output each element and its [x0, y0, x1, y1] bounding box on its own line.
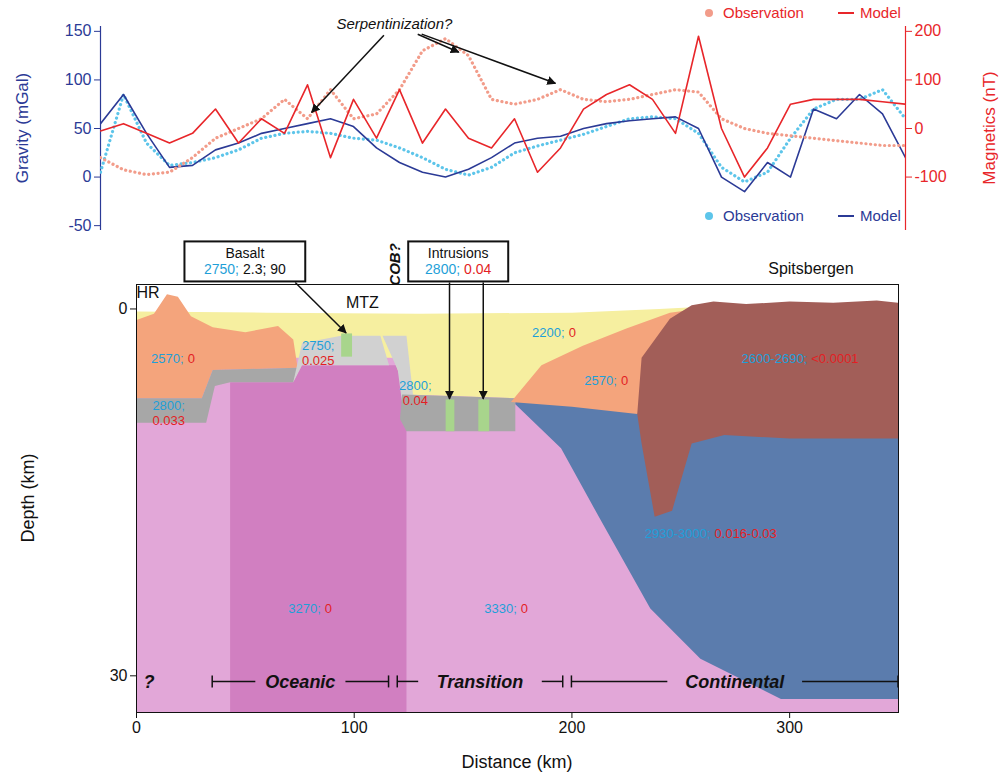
svg-text:Distance (km): Distance (km) [461, 752, 572, 772]
svg-text:2930-3000;0.016-0.03: 2930-3000;0.016-0.03 [645, 526, 777, 541]
svg-text:300: 300 [776, 719, 803, 736]
svg-text:Continental: Continental [685, 672, 785, 692]
svg-text:Model: Model [860, 4, 901, 21]
svg-text:Gravity (mGal): Gravity (mGal) [13, 73, 32, 184]
svg-text:150: 150 [65, 22, 92, 39]
svg-text:2570;0: 2570;0 [584, 373, 628, 388]
svg-text:100: 100 [65, 71, 92, 88]
svg-text:30: 30 [110, 667, 128, 684]
svg-text:2750;2.3; 90: 2750;2.3; 90 [204, 261, 286, 277]
svg-text:2800;0.04: 2800;0.04 [425, 261, 492, 277]
svg-text:100: 100 [341, 719, 368, 736]
svg-text:2800;: 2800; [399, 378, 432, 393]
svg-text:100: 100 [915, 71, 942, 88]
svg-text:2800;: 2800; [152, 398, 185, 413]
svg-text:Observation: Observation [723, 4, 804, 21]
svg-text:Observation: Observation [723, 207, 804, 224]
svg-text:?: ? [144, 672, 155, 692]
svg-text:Model: Model [860, 207, 901, 224]
svg-text:-50: -50 [68, 217, 91, 234]
svg-text:Intrusions: Intrusions [428, 245, 489, 261]
svg-text:COB?: COB? [386, 243, 403, 286]
svg-text:MTZ: MTZ [346, 294, 379, 311]
svg-text:0.025: 0.025 [302, 353, 335, 368]
svg-text:0.033: 0.033 [152, 413, 185, 428]
svg-text:3330;0: 3330;0 [484, 601, 528, 616]
svg-text:Magnetics (nT): Magnetics (nT) [980, 71, 999, 184]
svg-text:Spitsbergen: Spitsbergen [768, 260, 853, 277]
svg-text:-100: -100 [915, 168, 947, 185]
svg-text:50: 50 [74, 120, 92, 137]
svg-text:0: 0 [132, 719, 141, 736]
svg-text:0.04: 0.04 [403, 393, 428, 408]
svg-text:200: 200 [915, 22, 942, 39]
svg-text:0: 0 [83, 168, 92, 185]
svg-text:HR: HR [136, 284, 159, 301]
svg-text:2570;0: 2570;0 [151, 351, 195, 366]
svg-text:200: 200 [559, 719, 586, 736]
svg-text:3270;0: 3270;0 [288, 601, 332, 616]
svg-text:Transition: Transition [437, 672, 524, 692]
svg-text:0: 0 [915, 120, 924, 137]
svg-text:2600-2690;<0.0001: 2600-2690;<0.0001 [741, 351, 858, 366]
svg-text:Depth (km): Depth (km) [18, 453, 38, 542]
svg-text:2200;0: 2200;0 [532, 325, 576, 340]
svg-text:Serpentinization?: Serpentinization? [336, 15, 453, 32]
svg-text:Oceanic: Oceanic [265, 672, 335, 692]
svg-text:Basalt: Basalt [225, 245, 264, 261]
svg-text:2750;: 2750; [302, 338, 335, 353]
svg-text:0: 0 [119, 300, 128, 317]
